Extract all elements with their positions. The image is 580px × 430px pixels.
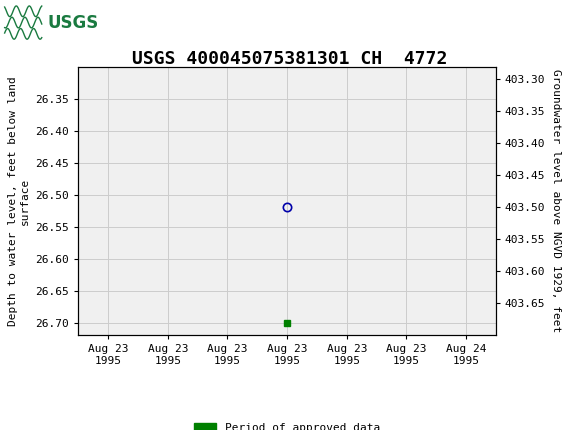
Bar [3, 2, 130, 43]
Text: USGS 400045075381301 CH  4772: USGS 400045075381301 CH 4772 [132, 50, 448, 68]
Y-axis label: Groundwater level above NGVD 1929, feet: Groundwater level above NGVD 1929, feet [551, 69, 561, 333]
Y-axis label: Depth to water level, feet below land
surface: Depth to water level, feet below land su… [8, 76, 30, 326]
Text: USGS: USGS [48, 14, 99, 31]
Legend: Period of approved data: Period of approved data [190, 418, 385, 430]
